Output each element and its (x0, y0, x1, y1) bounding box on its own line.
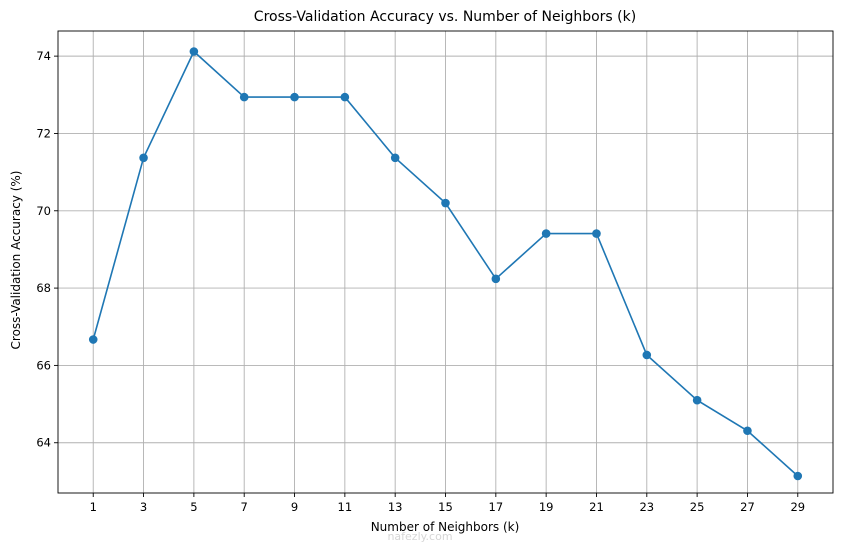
x-tick-label: 23 (639, 500, 654, 514)
data-point (390, 153, 400, 163)
x-tick-label: 7 (241, 500, 248, 514)
x-tick-label: 11 (338, 500, 353, 514)
x-tick-label: 13 (388, 500, 403, 514)
x-tick-label: 5 (190, 500, 197, 514)
y-tick-label: 68 (36, 281, 51, 295)
x-tick-label: 21 (589, 500, 604, 514)
y-tick-label: 74 (36, 49, 51, 63)
data-point (290, 92, 299, 102)
chart-title: Cross-Validation Accuracy vs. Number of … (254, 9, 636, 25)
data-point (642, 350, 652, 360)
data-point (793, 471, 803, 481)
data-point (491, 274, 501, 284)
data-point (743, 426, 752, 436)
data-point (441, 198, 450, 208)
data-point (692, 395, 702, 405)
x-tick-label: 3 (140, 500, 147, 514)
data-point (340, 92, 350, 102)
data-point (189, 47, 199, 56)
y-tick-label: 72 (36, 126, 51, 140)
x-tick-label: 19 (539, 500, 554, 514)
x-tick-label: 25 (690, 500, 705, 514)
y-tick-label: 66 (36, 358, 51, 372)
series-layer (88, 47, 803, 481)
x-tick-label: 29 (790, 500, 805, 514)
x-tick-label: 17 (489, 500, 504, 514)
data-point (592, 229, 601, 238)
x-axis-label: Number of Neighbors (k) (371, 520, 520, 534)
y-tick-label: 64 (36, 436, 51, 450)
y-tick-label: 70 (36, 204, 51, 218)
data-point (541, 229, 551, 238)
y-axis-label: Cross-Validation Accuracy (%) (9, 171, 23, 350)
data-point (239, 92, 249, 102)
watermark: nafezly.com (387, 530, 452, 543)
plot-frame (57, 30, 834, 494)
data-point (88, 335, 98, 344)
data-point (139, 153, 148, 163)
x-tick-label: 1 (90, 500, 97, 514)
x-tick-label: 27 (740, 500, 755, 514)
x-tick-label: 9 (291, 500, 298, 514)
grid-lines (58, 31, 833, 493)
x-tick-label: 15 (438, 500, 453, 514)
